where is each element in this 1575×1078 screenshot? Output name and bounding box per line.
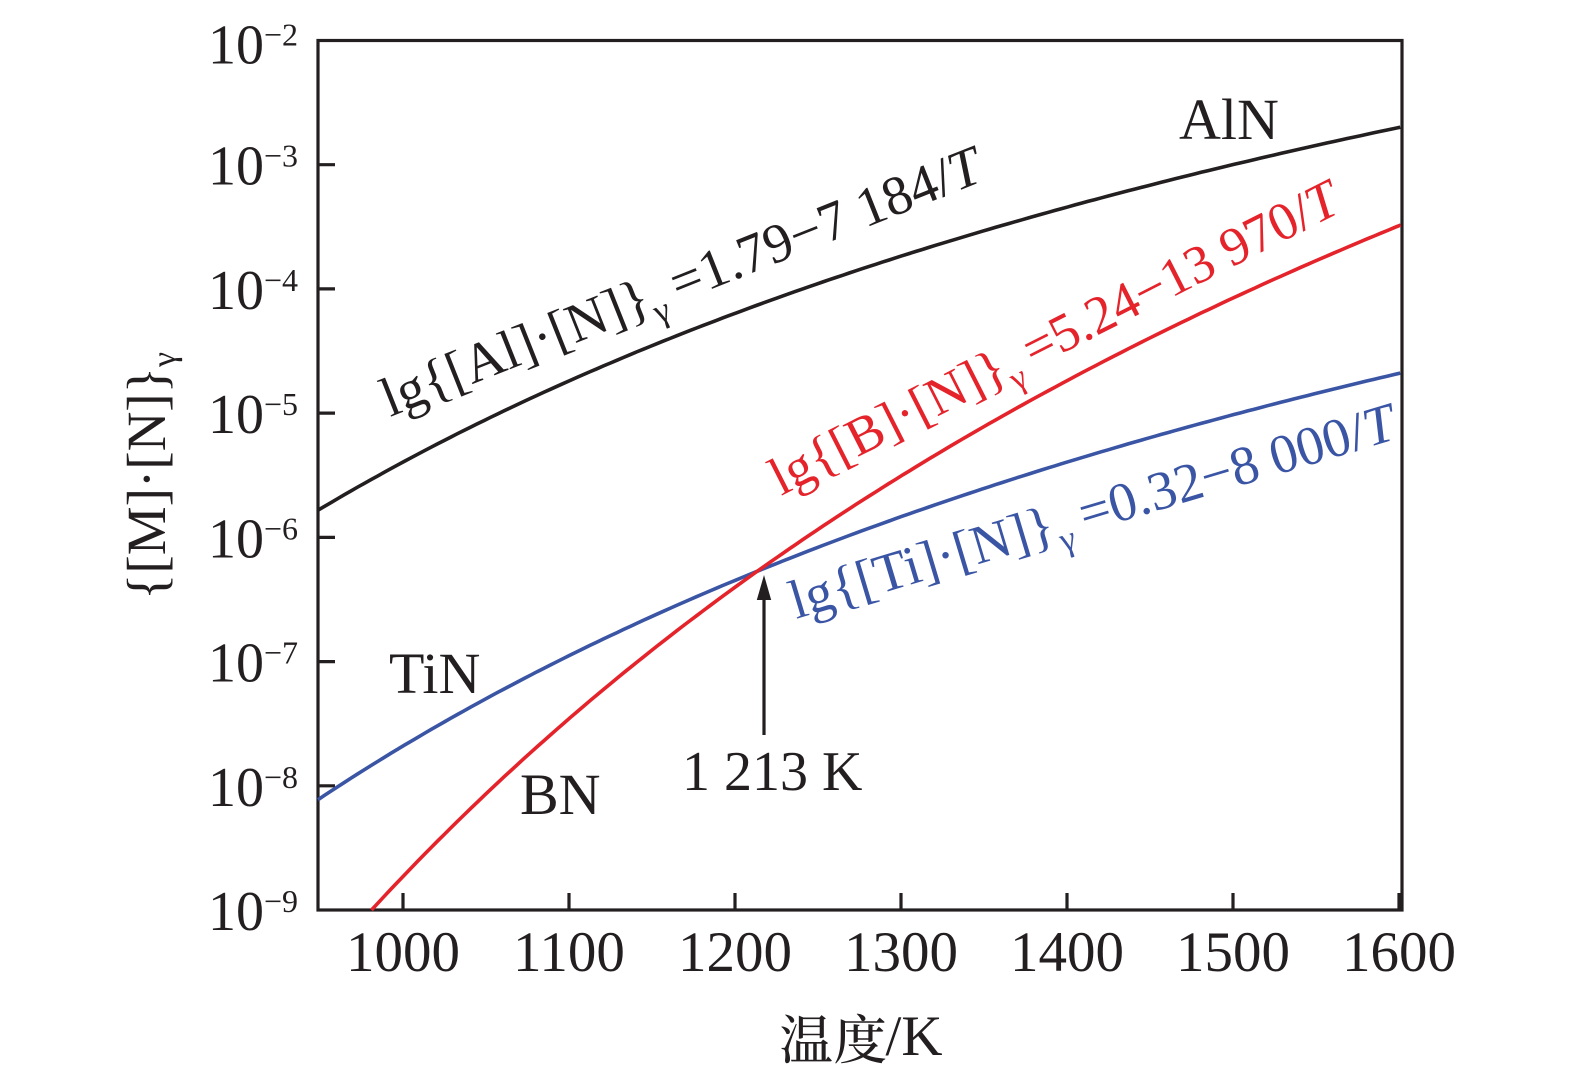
svg-text:TiN: TiN	[389, 641, 480, 706]
svg-text:1200: 1200	[678, 921, 792, 984]
svg-text:10−6: 10−6	[208, 508, 298, 570]
svg-text:1500: 1500	[1176, 921, 1290, 984]
svg-text:/K: /K	[886, 1005, 943, 1068]
svg-text:1000: 1000	[346, 921, 460, 984]
svg-text:10−7: 10−7	[208, 633, 298, 695]
svg-text:10−9: 10−9	[208, 881, 298, 943]
svg-text:1 213 K: 1 213 K	[682, 741, 862, 803]
svg-text:1400: 1400	[1010, 921, 1124, 984]
svg-text:{[M]·[N]}: {[M]·[N]}	[116, 367, 177, 600]
svg-text:1300: 1300	[844, 921, 958, 984]
svg-text:1100: 1100	[513, 921, 625, 984]
svg-text:AlN: AlN	[1179, 87, 1279, 152]
svg-text:1600: 1600	[1342, 921, 1456, 984]
svg-text:BN: BN	[520, 762, 601, 827]
